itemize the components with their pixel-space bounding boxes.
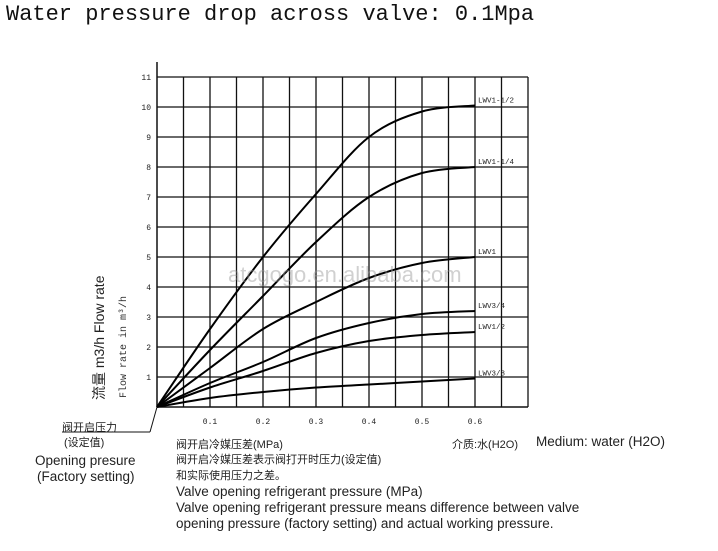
series-label: LWV3/8 — [478, 371, 505, 379]
grid — [156, 62, 529, 408]
note-cn2: 和实际使用压力之差。 — [176, 470, 286, 482]
series-label: LWV1-1/4 — [478, 159, 515, 167]
y-tick-label: 7 — [146, 194, 151, 203]
page-title: Water pressure drop across valve: 0.1Mpa — [6, 2, 535, 27]
note-en1: Valve opening refrigerant pressure means… — [176, 500, 580, 515]
y-axis-label-cn: 流量 m3/h Flow rate — [91, 275, 107, 400]
note-en2: opening pressure (factory setting) and a… — [176, 516, 554, 531]
y-tick-label: 8 — [146, 164, 151, 173]
opening-pressure-cn2: (设定值) — [64, 437, 105, 449]
opening-pressure-en: Opening presure — [35, 453, 136, 468]
series-line-lwv3-8 — [156, 377, 476, 408]
watermark: atcgogo.en.alibaba.com — [228, 262, 462, 287]
x-axis-label-en: Valve opening refrigerant pressure (MPa) — [176, 484, 423, 499]
medium-cn: 介质:水(H2O) — [452, 439, 518, 451]
series-labels: LWV1-1/2 LWV1-1/4 LWV1 LWV3/4 LWV1/2 LWV3/8 — [478, 98, 515, 379]
series-line-lwv1 — [156, 256, 476, 408]
opening-pressure-en2: (Factory setting) — [37, 469, 135, 484]
y-tick-label: 5 — [146, 254, 151, 263]
y-tick-label: 4 — [146, 284, 151, 293]
note-cn1: 阀开启冷媒压差表示阀打开时压力(设定值) — [176, 454, 382, 466]
y-tick-label: 6 — [146, 224, 151, 233]
medium-en: Medium: water (H2O) — [536, 434, 666, 449]
series-label: LWV1-1/2 — [478, 98, 514, 106]
y-tick-label: 3 — [146, 314, 151, 323]
series-label: LWV3/4 — [478, 303, 506, 311]
x-tick-label: 0.6 — [468, 418, 483, 427]
opening-pressure-pointer — [149, 406, 158, 433]
series-line-lwv3-4 — [156, 310, 476, 408]
y-tick-label: 9 — [146, 134, 151, 143]
series-line-lwv1-1-4 — [156, 166, 476, 408]
opening-pressure-cn: 阀开启压力 — [62, 422, 117, 434]
y-tick-label: 11 — [141, 74, 151, 83]
y-tick-label: 1 — [146, 374, 151, 383]
tick-labels: 1 2 3 4 5 6 7 8 9 10 11 0.1 0.2 0.3 0.4 0.5 0.6 — [141, 74, 482, 427]
series-lines — [156, 104, 476, 408]
series-label: LWV1 — [478, 249, 497, 257]
y-axis-label-en: Flow rate in m³/h — [118, 296, 130, 398]
y-tick-label: 2 — [146, 344, 151, 353]
x-tick-label: 0.4 — [362, 418, 377, 427]
series-label: LWV1/2 — [478, 324, 505, 332]
series-line-lwv1-1-2 — [156, 104, 476, 408]
x-axis-label-cn: 阀开启冷媒压差(MPa) — [176, 439, 283, 451]
x-tick-label: 0.5 — [415, 418, 430, 427]
y-tick-label: 10 — [141, 104, 151, 113]
series-line-lwv1-2 — [156, 331, 476, 408]
x-tick-label: 0.3 — [309, 418, 324, 427]
x-tick-label: 0.1 — [203, 418, 218, 427]
x-tick-label: 0.2 — [256, 418, 271, 427]
